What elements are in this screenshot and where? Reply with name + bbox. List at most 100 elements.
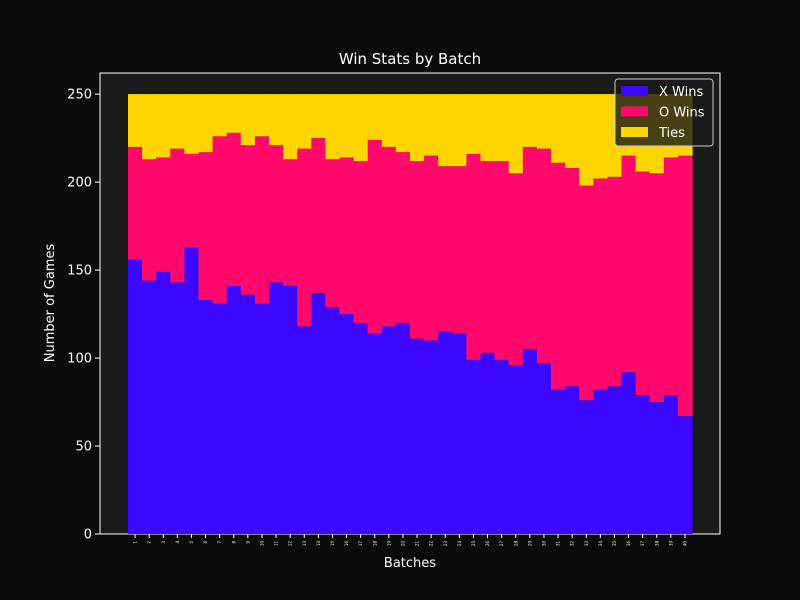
bar-ties-11	[269, 94, 284, 146]
x-tick-label: 25	[471, 541, 476, 547]
x-tick-label: 1	[133, 541, 138, 544]
bar-o-wins-26	[480, 160, 496, 353]
bar-o-wins-28	[508, 173, 524, 366]
bar-o-wins-24	[452, 166, 467, 334]
bar-x-wins-25	[466, 359, 482, 534]
bar-o-wins-16	[339, 157, 355, 315]
bar-ties-25	[466, 94, 482, 154]
bar-ties-29	[522, 94, 538, 147]
bar-ties-28	[508, 94, 524, 174]
bar-o-wins-3	[156, 157, 171, 272]
x-tick-label: 21	[415, 541, 420, 547]
x-tick-label: 12	[288, 541, 293, 547]
bar-ties-27	[494, 94, 510, 161]
bar-x-wins-4	[170, 282, 185, 534]
bar-x-wins-34	[593, 389, 608, 534]
x-tick-label: 34	[598, 541, 603, 547]
bar-x-wins-8	[226, 285, 242, 534]
bar-o-wins-4	[170, 148, 185, 283]
x-tick-label: 32	[570, 541, 575, 547]
bar-o-wins-1	[128, 146, 143, 260]
bar-ties-12	[283, 94, 298, 160]
bar-x-wins-24	[452, 333, 467, 534]
y-tick-label: 200	[67, 176, 92, 191]
y-tick-label: 100	[67, 352, 92, 367]
bar-o-wins-19	[381, 146, 397, 327]
x-tick-label: 22	[429, 541, 434, 547]
bar-ties-24	[452, 94, 467, 167]
legend-swatch-ties	[621, 127, 648, 137]
bar-x-wins-38	[649, 402, 665, 534]
x-tick-label: 14	[316, 541, 321, 547]
x-tick-label: 15	[330, 541, 335, 547]
bar-x-wins-17	[353, 322, 369, 534]
bar-x-wins-10	[254, 303, 270, 534]
bar-x-wins-32	[565, 386, 580, 534]
bar-ties-19	[381, 94, 397, 147]
legend: X Wins O Wins Ties	[614, 78, 714, 147]
bar-x-wins-7	[212, 303, 228, 534]
bar-x-wins-3	[156, 271, 171, 534]
bar-o-wins-27	[494, 160, 510, 360]
bar-x-wins-2	[142, 280, 157, 534]
bar-o-wins-23	[438, 166, 453, 332]
x-tick-label: 10	[259, 541, 264, 547]
x-tick-label: 19	[386, 541, 391, 547]
bar-ties-17	[353, 94, 369, 161]
bar-ties-2	[142, 94, 157, 160]
x-tick-label: 11	[274, 541, 279, 547]
bar-o-wins-7	[212, 136, 228, 304]
bar-ties-3	[156, 94, 171, 158]
bar-x-wins-36	[621, 372, 637, 534]
bar-o-wins-35	[607, 176, 623, 387]
bar-x-wins-26	[480, 352, 496, 534]
bar-x-wins-39	[663, 395, 679, 534]
bar-x-wins-12	[283, 285, 298, 534]
x-tick-label: 13	[302, 541, 307, 547]
bar-o-wins-15	[325, 159, 341, 308]
bar-o-wins-18	[367, 139, 383, 334]
x-tick-label: 9	[245, 541, 250, 544]
bar-o-wins-32	[565, 168, 580, 387]
x-tick-label: 16	[344, 541, 349, 547]
bar-x-wins-27	[494, 359, 510, 534]
bar-x-wins-33	[579, 400, 594, 534]
y-tick-label: 0	[84, 528, 92, 543]
bar-ties-34	[593, 94, 608, 179]
bar-o-wins-12	[283, 159, 298, 286]
bar-o-wins-17	[353, 160, 369, 323]
bar-ties-10	[254, 94, 270, 137]
x-tick-label: 36	[626, 541, 631, 547]
bar-x-wins-21	[410, 338, 425, 534]
x-tick-label: 24	[457, 541, 462, 547]
bar-ties-21	[410, 94, 425, 161]
x-tick-label: 30	[541, 541, 546, 547]
bar-ties-15	[325, 94, 341, 160]
bar-o-wins-36	[621, 155, 637, 373]
bar-o-wins-2	[142, 159, 157, 281]
bar-o-wins-20	[395, 152, 411, 323]
x-tick-label: 33	[584, 541, 589, 547]
bar-o-wins-10	[254, 136, 270, 304]
x-tick-label: 23	[443, 541, 448, 547]
bar-ties-13	[297, 94, 312, 149]
x-axis-label: Batches	[384, 556, 436, 571]
x-tick-label: 4	[175, 541, 180, 544]
bar-x-wins-5	[184, 247, 200, 534]
bar-o-wins-6	[198, 152, 214, 300]
bar-ties-9	[240, 94, 256, 146]
y-tick-label: 250	[67, 88, 92, 103]
bar-x-wins-28	[508, 365, 524, 534]
legend-label: Ties	[658, 126, 685, 141]
bar-o-wins-37	[635, 171, 651, 395]
bar-ties-14	[311, 94, 326, 139]
bar-ties-32	[565, 94, 580, 169]
bar-o-wins-31	[551, 162, 566, 390]
bar-o-wins-22	[424, 155, 439, 341]
bar-ties-26	[480, 94, 496, 161]
bar-x-wins-29	[522, 349, 538, 534]
bar-x-wins-23	[438, 331, 453, 534]
bar-x-wins-14	[311, 292, 326, 534]
